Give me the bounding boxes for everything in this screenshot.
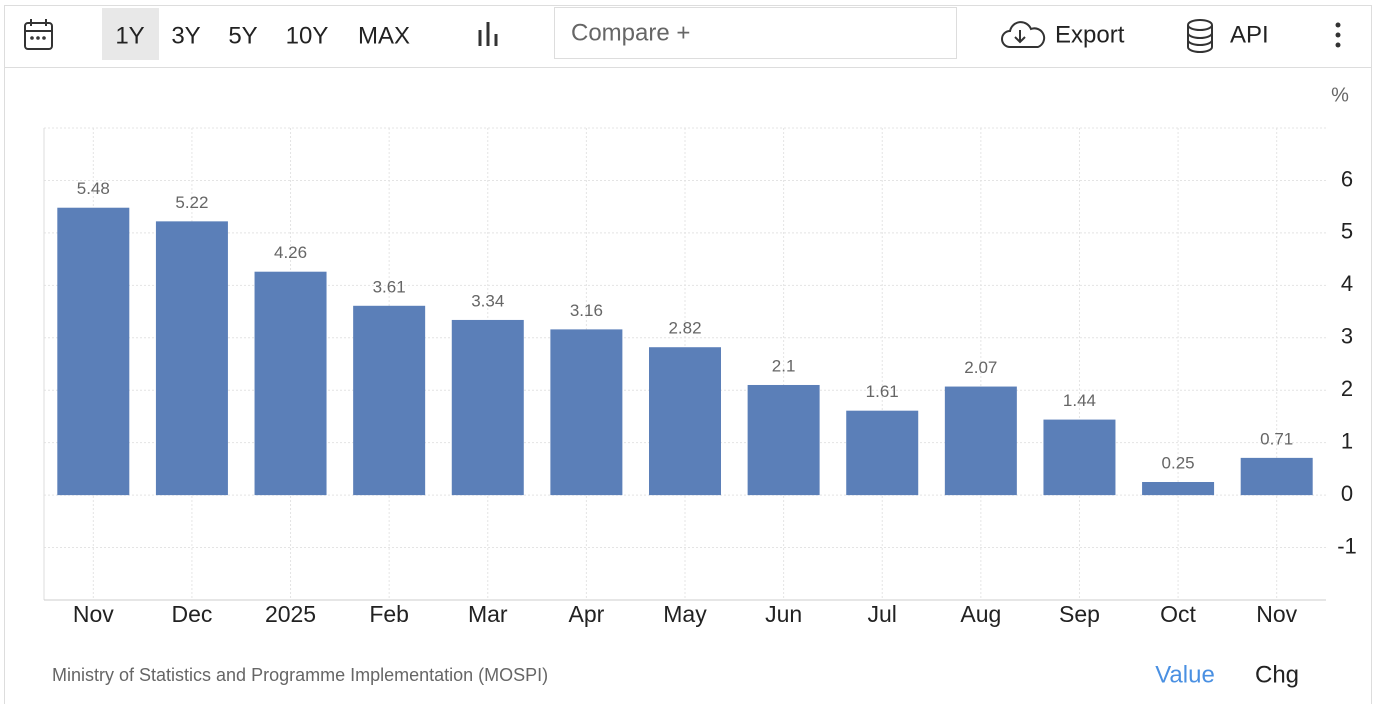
value-label: 5.22 (175, 193, 208, 212)
range-button[interactable]: MAX (358, 22, 410, 49)
value-label: 2.07 (964, 358, 997, 377)
bar (1240, 457, 1313, 496)
range-button[interactable]: 1Y (115, 22, 144, 49)
compare-placeholder[interactable]: Compare + (571, 19, 690, 46)
value-label: 0.25 (1162, 453, 1195, 472)
y-tick-label: 1 (1341, 428, 1353, 453)
bar (550, 329, 623, 496)
x-tick-label: 2025 (265, 601, 316, 627)
bar (254, 271, 327, 496)
bar (944, 386, 1017, 496)
range-button[interactable]: 3Y (171, 22, 200, 49)
x-tick-label: Jun (765, 601, 802, 627)
bar (747, 384, 820, 496)
bar (1142, 482, 1215, 496)
x-tick-label: Aug (960, 601, 1001, 627)
chg-tab[interactable]: Chg (1255, 661, 1299, 688)
x-tick-label: Feb (369, 601, 409, 627)
export-button[interactable]: Export (1055, 21, 1125, 48)
value-label: 2.82 (668, 319, 701, 338)
x-tick-label: Dec (171, 601, 212, 627)
value-tab[interactable]: Value (1155, 661, 1215, 688)
cloud-icon[interactable] (1001, 21, 1046, 48)
y-tick-label: 0 (1341, 481, 1353, 506)
compare-input[interactable] (554, 7, 957, 59)
value-label: 4.26 (274, 243, 307, 262)
range-button[interactable]: 5Y (228, 22, 257, 49)
x-tick-label: Nov (1256, 601, 1297, 627)
bar (846, 410, 919, 496)
value-label: 0.71 (1260, 429, 1293, 448)
bar (155, 221, 228, 496)
selected-range-bg (102, 8, 159, 60)
value-label: 5.48 (77, 179, 110, 198)
value-label: 3.61 (373, 277, 406, 296)
bar (57, 207, 130, 496)
chart-frame (4, 67, 1372, 704)
calendar-icon[interactable] (24, 19, 53, 50)
database-icon[interactable] (1187, 19, 1213, 53)
more-menu[interactable] (1335, 22, 1341, 48)
x-tick-label: Oct (1160, 601, 1196, 627)
x-tick-label: Nov (73, 601, 114, 627)
x-tick-label: Jul (868, 601, 897, 627)
unit-label: % (1331, 84, 1349, 106)
value-label: 2.1 (772, 356, 796, 375)
source-text: Ministry of Statistics and Programme Imp… (52, 665, 548, 685)
api-button[interactable]: API (1230, 21, 1269, 48)
bar (649, 347, 721, 496)
value-label: 1.44 (1063, 391, 1096, 410)
x-tick-label: Apr (568, 601, 604, 627)
x-tick-label: Sep (1059, 601, 1100, 627)
value-label: 3.34 (471, 291, 504, 310)
y-tick-label: 5 (1341, 219, 1353, 244)
bar (1043, 419, 1116, 496)
x-tick-label: Mar (468, 601, 508, 627)
y-tick-label: 6 (1341, 166, 1353, 191)
value-label: 3.16 (570, 301, 603, 320)
value-label: 1.61 (866, 382, 899, 401)
x-tick-label: May (663, 601, 707, 627)
bar (353, 305, 426, 496)
bar-chart-icon[interactable] (478, 22, 498, 46)
y-tick-label: -1 (1337, 533, 1357, 558)
range-button[interactable]: 10Y (286, 22, 329, 49)
y-tick-label: 2 (1341, 376, 1353, 401)
y-tick-label: 4 (1341, 271, 1353, 296)
bar (451, 319, 524, 496)
y-tick-label: 3 (1341, 324, 1353, 349)
